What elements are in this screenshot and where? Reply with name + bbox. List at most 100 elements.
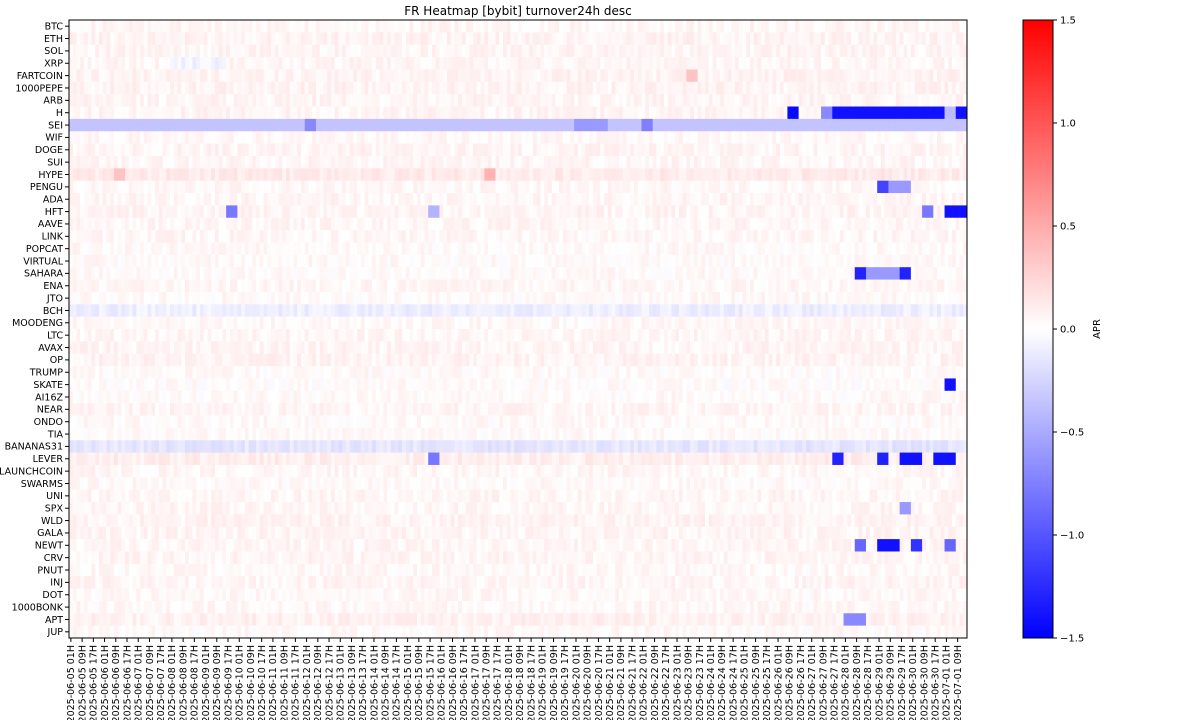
heatmap-cell xyxy=(604,131,609,144)
heatmap-cell xyxy=(259,118,264,132)
heatmap-cell xyxy=(641,217,646,231)
heatmap-cell xyxy=(136,81,141,95)
heatmap-cell xyxy=(147,118,152,132)
heatmap-cell xyxy=(529,20,534,33)
heatmap-cell xyxy=(121,44,126,58)
heatmap-cell xyxy=(461,230,467,243)
heatmap-cell xyxy=(521,57,526,70)
heatmap-cell xyxy=(360,217,365,231)
heatmap-cell xyxy=(72,254,77,268)
heatmap-cell xyxy=(394,106,399,120)
heatmap-cell xyxy=(851,143,856,157)
heatmap-cell xyxy=(895,106,901,120)
heatmap-cell xyxy=(211,118,216,132)
heatmap-cell xyxy=(880,217,886,231)
heatmap-cell xyxy=(510,32,515,46)
heatmap-cell xyxy=(327,155,332,169)
heatmap-cell xyxy=(514,57,519,70)
heatmap-cell xyxy=(836,69,841,83)
heatmap-cell xyxy=(506,81,511,95)
heatmap-cell xyxy=(424,94,429,107)
heatmap-cell xyxy=(121,267,126,280)
heatmap-cell xyxy=(720,205,725,219)
heatmap-cell xyxy=(207,155,212,169)
heatmap-cell xyxy=(776,69,781,83)
heatmap-cell xyxy=(469,32,474,46)
heatmap-cell xyxy=(360,44,365,58)
heatmap-cell xyxy=(817,143,822,157)
heatmap-cell xyxy=(922,94,927,107)
heatmap-cell xyxy=(723,69,728,83)
heatmap-cell xyxy=(562,205,568,219)
heatmap-cell xyxy=(585,168,590,182)
heatmap-cell xyxy=(398,242,403,256)
heatmap-cell xyxy=(147,32,152,46)
heatmap-cell xyxy=(450,118,455,132)
heatmap-cell xyxy=(360,143,365,157)
heatmap-cell xyxy=(476,20,481,33)
heatmap-cell xyxy=(585,106,590,120)
heatmap-cell xyxy=(465,106,470,120)
heatmap-cell xyxy=(821,143,826,157)
heatmap-cell xyxy=(544,32,549,46)
heatmap-cell xyxy=(278,32,283,46)
heatmap-cell xyxy=(121,155,126,169)
heatmap-cell xyxy=(839,143,844,157)
heatmap-cell xyxy=(589,143,594,157)
heatmap-cell xyxy=(293,254,298,268)
heatmap-cell xyxy=(214,193,220,206)
heatmap-cell xyxy=(817,118,822,132)
heatmap-cell xyxy=(349,230,354,243)
heatmap-cell xyxy=(390,81,395,95)
heatmap-cell xyxy=(162,267,167,280)
heatmap-cell xyxy=(330,230,336,243)
heatmap-cell xyxy=(645,131,650,144)
heatmap-cell xyxy=(682,131,687,144)
heatmap-cell xyxy=(461,69,467,83)
heatmap-cell xyxy=(360,81,365,95)
heatmap-cell xyxy=(184,230,190,243)
heatmap-cell xyxy=(244,131,249,144)
heatmap-cell xyxy=(888,32,893,46)
heatmap-cell xyxy=(188,106,193,120)
heatmap-cell xyxy=(544,193,549,206)
heatmap-cell xyxy=(87,131,92,144)
heatmap-cell xyxy=(761,118,766,132)
heatmap-cell xyxy=(581,180,586,194)
heatmap-cell xyxy=(330,193,336,206)
heatmap-cell xyxy=(431,155,437,169)
heatmap-cell xyxy=(959,57,964,70)
heatmap-cell xyxy=(641,155,646,169)
heatmap-cell xyxy=(409,20,414,33)
heatmap-cell xyxy=(813,106,818,120)
heatmap-cell xyxy=(248,230,253,243)
heatmap-cell xyxy=(503,57,508,70)
heatmap-cell xyxy=(330,267,336,280)
heatmap-cell xyxy=(491,193,496,206)
heatmap-cell xyxy=(596,168,601,182)
heatmap-cell xyxy=(847,106,852,120)
heatmap-cell xyxy=(510,180,515,194)
heatmap-cell xyxy=(424,20,429,33)
heatmap-cell xyxy=(791,267,796,280)
heatmap-cell xyxy=(716,94,721,107)
heatmap-cell xyxy=(559,180,564,194)
heatmap-cell xyxy=(158,69,163,83)
heatmap-cell xyxy=(899,44,904,58)
heatmap-cell xyxy=(297,143,302,157)
heatmap-cell xyxy=(241,32,246,46)
heatmap-cell xyxy=(259,193,264,206)
heatmap-cell xyxy=(622,180,627,194)
heatmap-cell xyxy=(806,57,811,70)
heatmap-cell xyxy=(648,242,654,256)
heatmap-cell xyxy=(282,267,287,280)
heatmap-cell xyxy=(503,81,508,95)
heatmap-cell xyxy=(237,143,242,157)
heatmap-cell xyxy=(589,230,594,243)
heatmap-cell xyxy=(125,69,130,83)
heatmap-cell xyxy=(547,193,553,206)
heatmap-cell xyxy=(319,168,324,182)
heatmap-cell xyxy=(712,32,717,46)
heatmap-cell xyxy=(394,180,399,194)
heatmap-cell xyxy=(286,57,291,70)
